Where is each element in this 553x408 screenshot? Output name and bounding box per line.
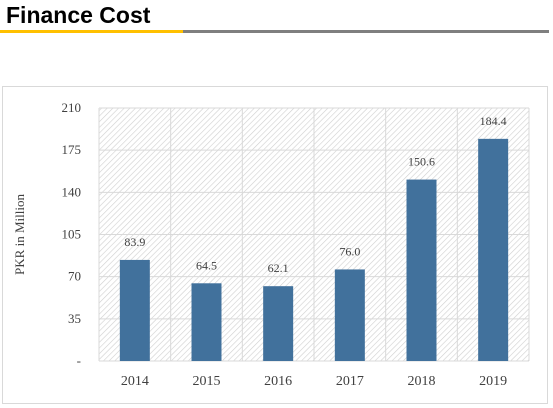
x-tick-2015: 2015	[193, 374, 221, 389]
x-axis-ticks: 2014 2015 2016 2017 2018 2019	[121, 374, 507, 389]
y-tick-35: 35	[68, 311, 81, 326]
title-underline-accent	[0, 30, 183, 33]
bars	[119, 138, 509, 361]
y-tick-70: 70	[68, 269, 81, 284]
gridlines	[98, 107, 530, 362]
data-label-2019: 184.4	[480, 114, 507, 128]
page-title: Finance Cost	[6, 2, 151, 28]
x-tick-2017: 2017	[336, 374, 364, 389]
y-tick-105: 105	[62, 227, 82, 242]
chart-frame	[2, 86, 548, 404]
bar-2017	[334, 269, 365, 361]
data-label-2017: 76.0	[339, 244, 360, 258]
bar-2016	[263, 286, 294, 361]
y-tick-210: 210	[62, 100, 82, 115]
data-label-2014: 83.9	[124, 235, 145, 249]
y-axis-ticks: - 35 70 105 140 175 210	[62, 100, 82, 368]
x-tick-2016: 2016	[264, 374, 292, 389]
x-tick-2014: 2014	[121, 374, 149, 389]
x-tick-2018: 2018	[408, 374, 436, 389]
data-labels: 83.9 64.5 62.1 76.0 150.6 184.4	[124, 114, 506, 275]
y-tick--: -	[77, 353, 81, 368]
y-tick-175: 175	[62, 142, 82, 157]
y-tick-140: 140	[62, 184, 82, 199]
bar-2018	[406, 179, 437, 361]
data-label-2015: 64.5	[196, 258, 217, 272]
data-label-2016: 62.1	[268, 261, 289, 275]
bar-2019	[478, 138, 509, 361]
y-axis-label: PKR in Million	[12, 194, 27, 275]
bar-2014	[119, 259, 150, 361]
title-underline-rule	[183, 30, 549, 33]
data-label-2018: 150.6	[408, 155, 435, 169]
bar-2015	[191, 283, 222, 361]
x-tick-2019: 2019	[479, 374, 507, 389]
